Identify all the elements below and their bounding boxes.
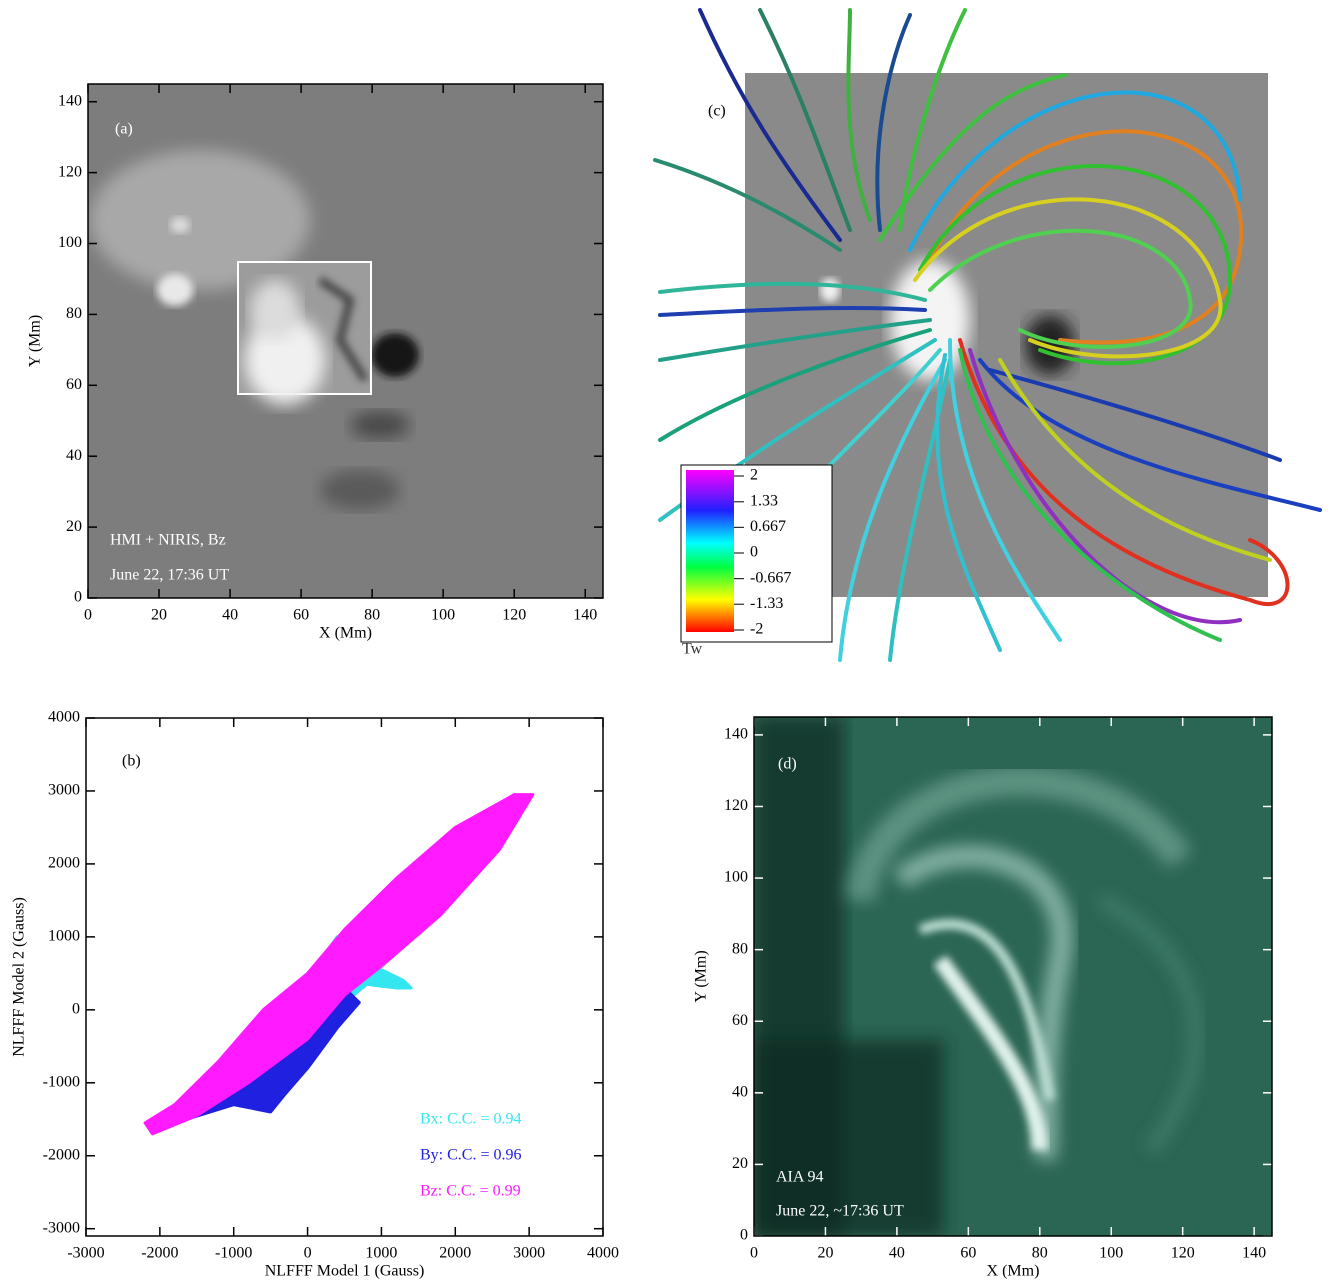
y-tick-label: -1000 (43, 1073, 80, 1090)
x-tick-label: -1000 (215, 1245, 252, 1262)
x-tick-label: 3000 (513, 1245, 545, 1262)
y-tick-label: 40 (732, 1083, 748, 1100)
y-tick-label: 2000 (48, 855, 80, 872)
x-tick-label: 120 (502, 607, 526, 624)
colorbar-title: Tw (682, 641, 703, 658)
y-tick-label: 80 (66, 305, 82, 322)
colorbar-tick-label: 1.33 (750, 492, 778, 509)
x-tick-label: 100 (431, 607, 455, 624)
panel-label: (d) (778, 756, 797, 773)
x-tick-label: 20 (151, 607, 167, 624)
scatter-cloud (145, 795, 533, 1134)
annotation: AIA 94 (776, 1169, 824, 1186)
x-tick-label: -2000 (141, 1245, 178, 1262)
y-axis-label: Y (Mm) (693, 950, 710, 1002)
y-tick-label: 20 (732, 1155, 748, 1172)
x-tick-label: 0 (304, 1245, 312, 1262)
y-tick-label: 120 (58, 163, 82, 180)
y-tick-label: 60 (732, 1012, 748, 1029)
y-tick-label: -2000 (43, 1146, 80, 1163)
x-tick-label: 140 (573, 607, 597, 624)
panel-label: (a) (115, 121, 133, 138)
x-axis-label: NLFFF Model 1 (Gauss) (265, 1263, 425, 1280)
y-axis-label: Y (Mm) (27, 315, 44, 367)
x-tick-label: 40 (889, 1245, 905, 1262)
y-tick-label: 80 (732, 940, 748, 957)
page: 020406080100120140020406080100120140X (M… (0, 0, 1340, 1286)
x-tick-label: 20 (817, 1245, 833, 1262)
colorbar-tick-label: -2 (750, 621, 763, 638)
y-tick-label: 120 (724, 797, 748, 814)
panel-label: (b) (122, 753, 141, 770)
x-tick-label: 4000 (587, 1245, 619, 1262)
x-tick-label: 60 (293, 607, 309, 624)
x-tick-label: 80 (364, 607, 380, 624)
x-tick-label: 1000 (365, 1245, 397, 1262)
colorbar-tick-label: -1.33 (750, 595, 783, 612)
y-tick-label: 0 (72, 1001, 80, 1018)
y-tick-label: 100 (58, 234, 82, 251)
euv-image (754, 717, 1272, 1236)
x-tick-label: 80 (1032, 1245, 1048, 1262)
x-tick-label: 40 (222, 607, 238, 624)
colorbar-tick-label: -0.667 (750, 569, 791, 586)
x-tick-label: -3000 (67, 1245, 104, 1262)
x-axis-label: X (Mm) (319, 625, 372, 642)
x-tick-label: 120 (1171, 1245, 1195, 1262)
legend-entry: By: C.C. = 0.96 (420, 1147, 521, 1164)
figure: 020406080100120140020406080100120140X (M… (0, 0, 1340, 1286)
y-tick-label: 1000 (48, 928, 80, 945)
y-tick-label: 20 (66, 518, 82, 535)
x-tick-label: 140 (1242, 1245, 1266, 1262)
y-tick-label: 40 (66, 447, 82, 464)
y-tick-label: 4000 (48, 709, 80, 726)
field-line-render (655, 10, 1320, 660)
x-tick-label: 2000 (439, 1245, 471, 1262)
magnetogram (88, 84, 603, 598)
x-tick-label: 0 (84, 607, 92, 624)
y-tick-label: 140 (724, 726, 748, 743)
annotation: June 22, 17:36 UT (110, 567, 229, 584)
annotation: HMI + NIRIS, Bz (110, 532, 226, 549)
y-tick-label: 60 (66, 376, 82, 393)
annotation: June 22, ~17:36 UT (776, 1203, 904, 1220)
y-tick-label: 3000 (48, 782, 80, 799)
colorbar-tick-label: 0.667 (750, 518, 786, 535)
colorbar-tick-label: 2 (750, 467, 758, 484)
legend-entry: Bz: C.C. = 0.99 (420, 1183, 521, 1200)
x-tick-label: 100 (1099, 1245, 1123, 1262)
x-tick-label: 0 (750, 1245, 758, 1262)
x-axis-label: X (Mm) (987, 1263, 1040, 1280)
panel-label: (c) (708, 103, 726, 120)
y-tick-label: 0 (74, 589, 82, 606)
y-tick-label: 140 (58, 92, 82, 109)
y-tick-label: 0 (740, 1227, 748, 1244)
colorbar-tick-label: 0 (750, 544, 758, 561)
y-axis-label: NLFFF Model 2 (Gauss) (11, 897, 28, 1057)
y-tick-label: 100 (724, 869, 748, 886)
x-tick-label: 60 (960, 1245, 976, 1262)
y-tick-label: -3000 (43, 1219, 80, 1236)
legend-entry: Bx: C.C. = 0.94 (420, 1111, 521, 1128)
